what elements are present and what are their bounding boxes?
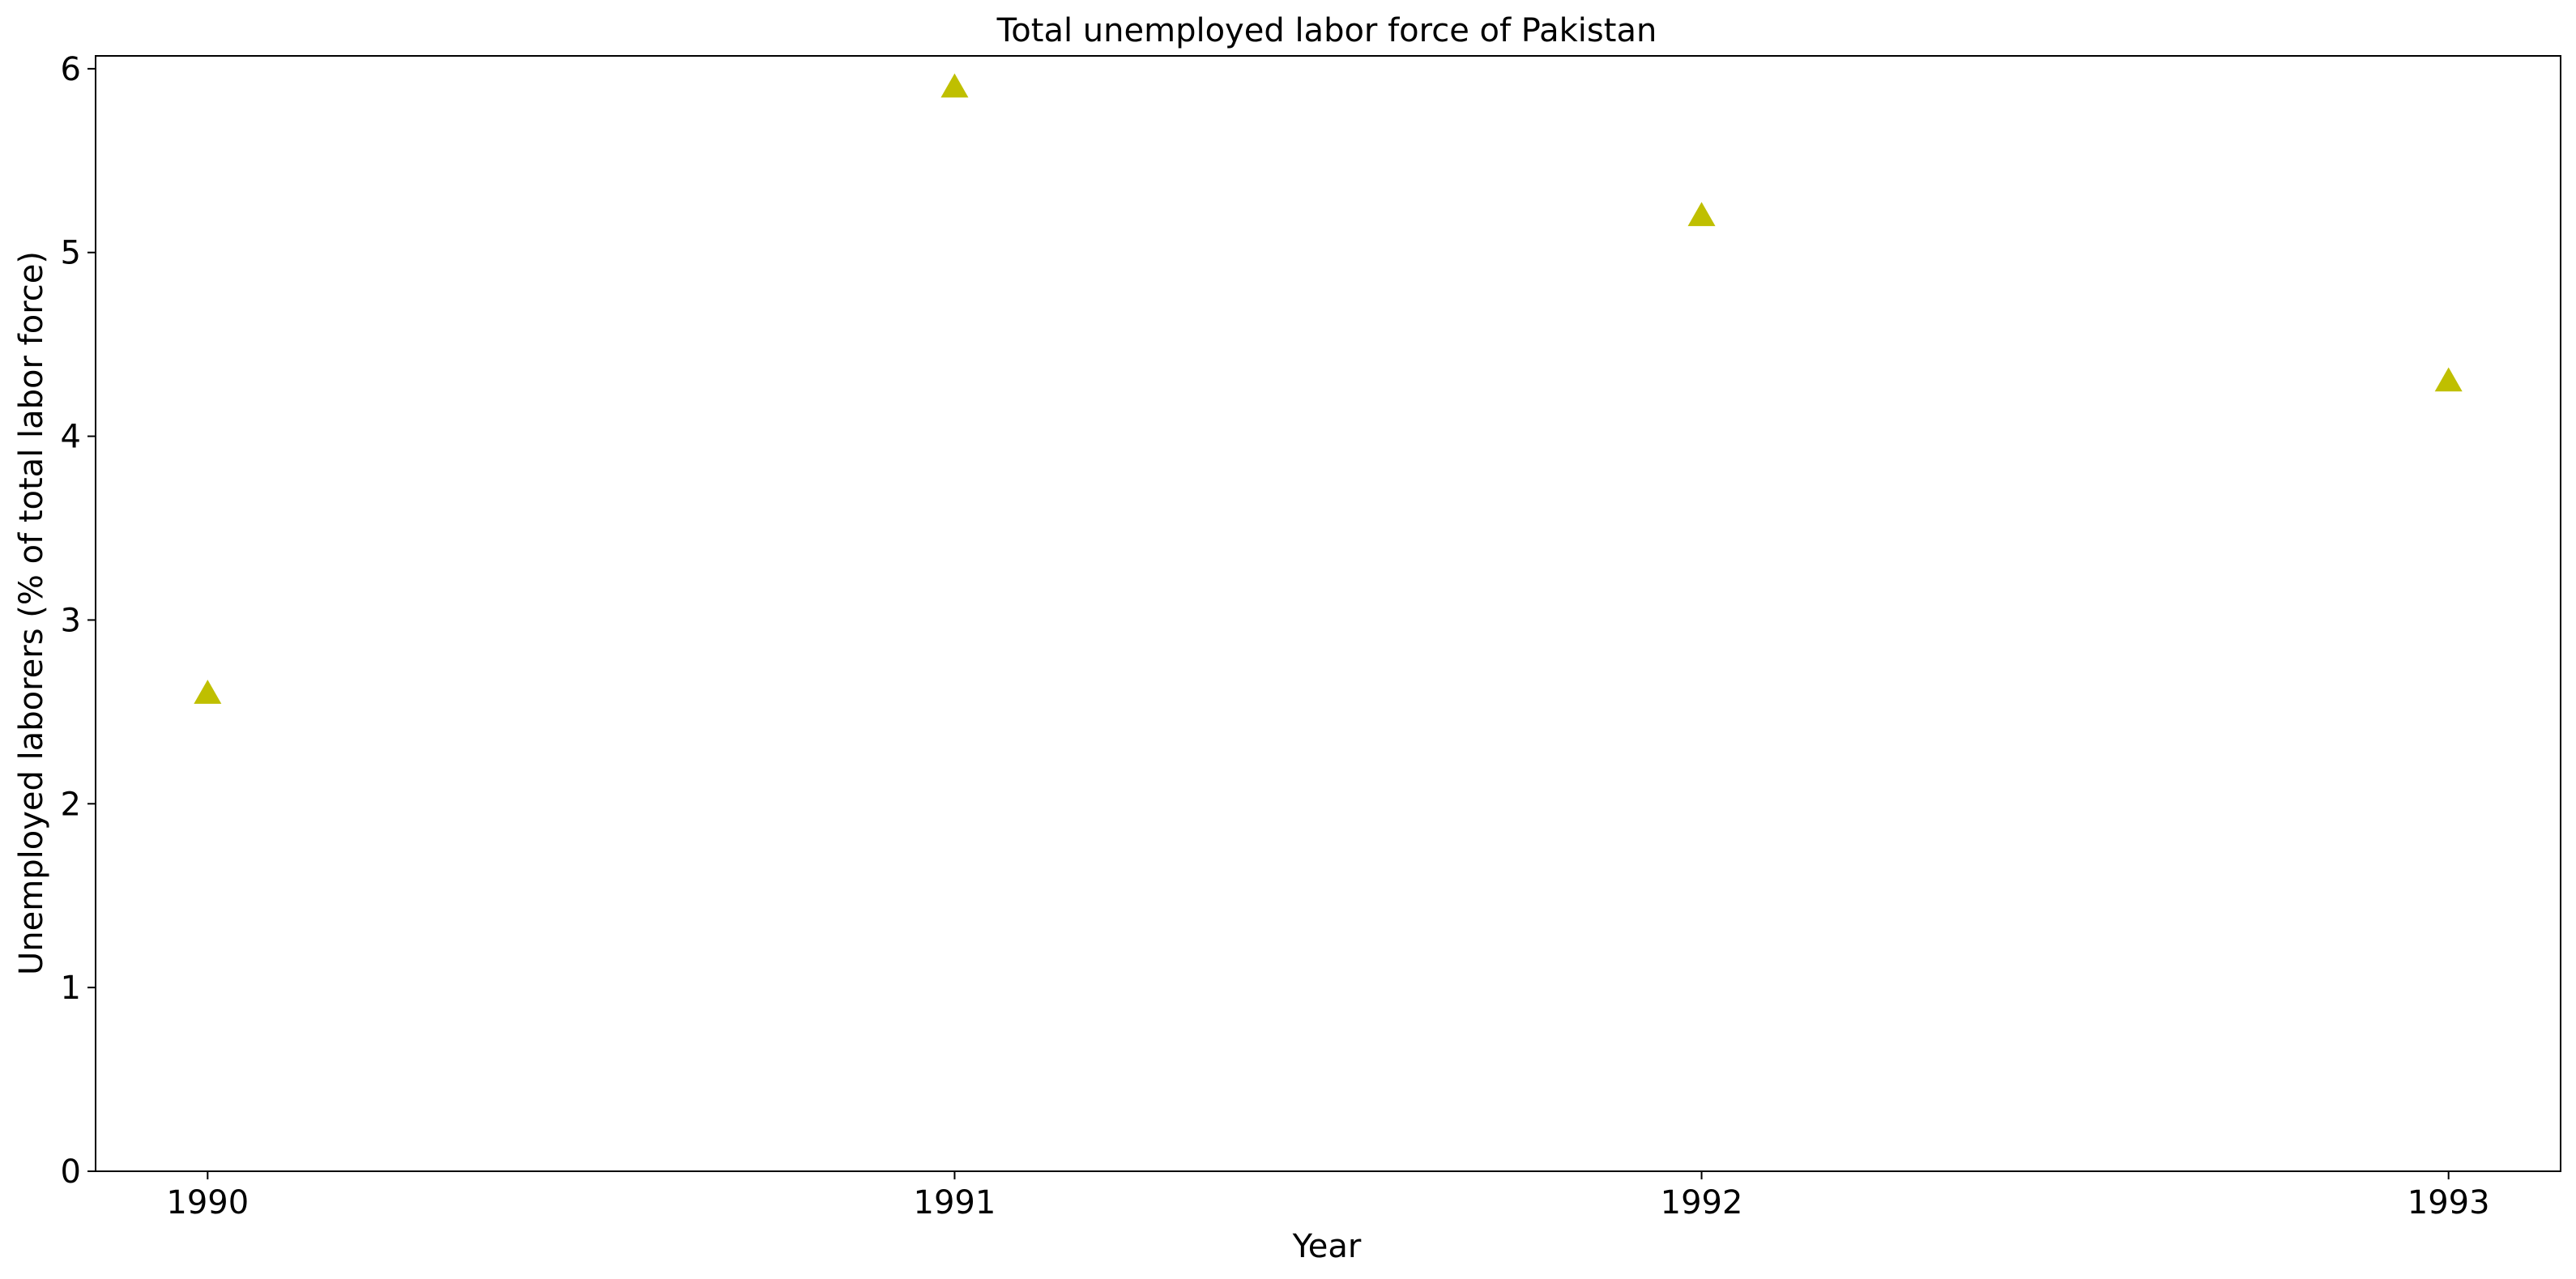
x-axis-label: Year [1292,1228,1362,1265]
data-point-triangle [940,73,969,98]
x-tick-label: 1992 [1661,1184,1743,1221]
y-tick-label: 2 [61,786,81,823]
y-tick-label: 6 [61,51,81,88]
data-points [194,73,2463,704]
y-tick-label: 3 [61,602,81,639]
y-tick-label: 4 [61,419,81,456]
data-point-triangle [2434,367,2463,392]
data-point-triangle [1687,202,1716,227]
y-tick-label: 0 [61,1153,81,1191]
y-tick-label: 1 [61,970,81,1007]
plot-area [95,55,2561,1172]
x-tick-label: 1993 [2408,1184,2490,1221]
y-tick-label: 5 [61,235,81,272]
y-axis: 0 1 2 3 4 5 6 [61,51,96,1191]
x-tick-label: 1990 [166,1184,249,1221]
data-point-triangle [194,680,222,704]
x-axis: 1990 1991 1992 1993 [166,1171,2490,1221]
x-tick-label: 1991 [914,1184,996,1221]
chart-title: Total unemployed labor force of Pakistan [996,12,1657,49]
y-axis-label: Unemployed laborers (% of total labor fo… [13,251,50,975]
